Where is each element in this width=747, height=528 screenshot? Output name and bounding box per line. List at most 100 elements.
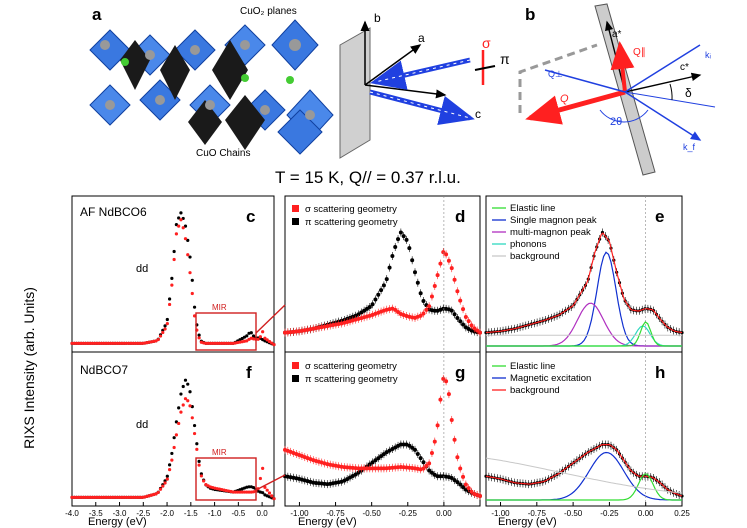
data-point-c-pi xyxy=(183,224,188,228)
data-point-d-pi xyxy=(393,244,398,249)
data-point-d-pi xyxy=(379,288,384,293)
panel-b: b a* c* Q∥ Q kᵢ k_f Q⊥ 2θ δ xyxy=(518,3,716,176)
panel-letter-a: a xyxy=(92,5,102,24)
x-tick-label: -0.50 xyxy=(363,509,382,518)
data-point-c-sigma xyxy=(227,341,231,345)
data-point-g-sigma xyxy=(463,482,468,487)
a-axis-label: a xyxy=(418,31,425,45)
data-point-d-sigma xyxy=(446,258,451,263)
data-point-g-pi xyxy=(413,447,417,452)
data-point-g-sigma xyxy=(370,466,375,471)
data-point-c-pi xyxy=(186,238,190,243)
data-point-d-pi xyxy=(418,291,423,296)
data-point-c-sigma xyxy=(90,341,95,345)
cuo2-planes-label: CuO₂ planes xyxy=(240,6,297,17)
data-point-g-pi xyxy=(356,470,361,475)
data-point-c-sigma xyxy=(77,341,81,345)
data-point-c-pi xyxy=(188,255,192,259)
x-axis-label-h: Energy (eV) xyxy=(498,516,557,528)
data-point-g-pi xyxy=(373,458,378,463)
data-point-f-pi xyxy=(177,406,181,410)
data-point-f-sigma xyxy=(95,495,99,499)
data-point-g-sigma xyxy=(452,437,457,442)
data-point-d-pi xyxy=(455,315,460,320)
x-tick-label: -0.75 xyxy=(528,509,547,518)
data-point-c-sigma xyxy=(104,341,108,345)
data-point-c-sigma xyxy=(120,341,124,345)
x-axis-label-c: Energy (eV) xyxy=(88,516,147,528)
data-point-d-pi xyxy=(432,308,437,313)
data-point-c-sigma xyxy=(113,341,117,345)
data-point-g-pi xyxy=(461,485,466,490)
data-point-d-sigma xyxy=(393,307,398,312)
data-point-f-sigma xyxy=(174,433,179,437)
pi-label: π xyxy=(500,51,510,67)
data-point-d-sigma xyxy=(455,289,460,294)
data-point-d-pi xyxy=(359,310,364,315)
data-point-f-sigma xyxy=(124,495,129,499)
data-point-c-sigma xyxy=(163,327,167,331)
data-point-f-sigma xyxy=(127,495,131,499)
x-tick-label: -0.25 xyxy=(399,509,418,518)
kf-label: k_f xyxy=(683,142,696,152)
elastic-fit-e xyxy=(486,321,682,347)
data-point-f-sigma xyxy=(79,495,83,499)
x-tick-label: -0.25 xyxy=(600,509,619,518)
data-point-d-pi xyxy=(401,234,406,239)
data-point-f-sigma xyxy=(170,458,174,462)
data-point-f-sigma xyxy=(120,495,124,499)
frame-h xyxy=(485,351,683,507)
x-tick-label: -4.0 xyxy=(65,509,79,518)
data-point-d-pi xyxy=(370,302,375,307)
data-point-g-sigma xyxy=(432,439,437,444)
data-point-g-sigma xyxy=(379,466,384,471)
data-point-d-sigma xyxy=(461,307,466,312)
data-point-g-sigma xyxy=(458,466,463,471)
data-point-d-sigma xyxy=(472,326,477,331)
data-point-g-pi xyxy=(452,478,457,483)
data-point-c-sigma xyxy=(93,341,97,345)
data-point-d-pi xyxy=(413,270,417,275)
data-point-g-pi xyxy=(427,468,432,473)
data-point-g-pi xyxy=(410,445,415,450)
data-point-f-pi xyxy=(261,491,265,495)
data-point-c-sigma xyxy=(190,291,194,296)
mir-label-c: MIR xyxy=(212,303,227,312)
data-point-g-sigma xyxy=(367,466,372,471)
data-point-f-sigma xyxy=(163,481,167,485)
legend-d-sigma: σ scattering geometry xyxy=(305,204,397,215)
ki-label: kᵢ xyxy=(705,50,711,60)
data-point-d-sigma xyxy=(444,252,449,257)
y-axis-label: RIXS Intensity (arb. Units) xyxy=(21,287,37,449)
data-point-d-sigma xyxy=(469,323,474,328)
panel-letter-h: h xyxy=(655,363,665,382)
c-axis-label: c xyxy=(475,107,481,121)
legend-h: Elastic line Magnetic excitation backgro… xyxy=(492,361,591,396)
panel-a: a xyxy=(89,5,510,159)
data-point-c-sigma xyxy=(79,341,83,345)
x-tick-label: -3.5 xyxy=(89,509,103,518)
data-point-f-sigma xyxy=(265,488,269,492)
data-point-f-sigma xyxy=(161,484,165,488)
data-point-d-pi xyxy=(449,308,454,313)
data-point-d-sigma xyxy=(438,261,443,266)
data-point-g-pi xyxy=(455,480,460,485)
data-point-g-sigma xyxy=(353,466,358,471)
data-point-d-pi xyxy=(362,308,367,313)
data-point-d-sigma xyxy=(427,304,432,309)
data-point-c-sigma xyxy=(84,341,88,345)
data-point-c-pi xyxy=(179,211,183,215)
x-tick-label: -3.0 xyxy=(113,509,127,518)
data-point-d-sigma xyxy=(475,328,480,333)
a-star-label: a* xyxy=(612,29,622,40)
data-point-c-sigma xyxy=(213,341,217,345)
data-point-d-pi xyxy=(364,306,369,311)
x-tick-label: -1.0 xyxy=(208,509,222,518)
data-point-c-sigma xyxy=(215,341,219,345)
data-point-f-sigma xyxy=(136,495,140,499)
data-point-g-sigma xyxy=(373,466,378,471)
legend-g-pi: π scattering geometry xyxy=(305,374,398,385)
data-point-g-sigma xyxy=(359,466,364,471)
data-point-g-pi xyxy=(449,476,454,481)
data-point-d-sigma xyxy=(452,277,457,282)
